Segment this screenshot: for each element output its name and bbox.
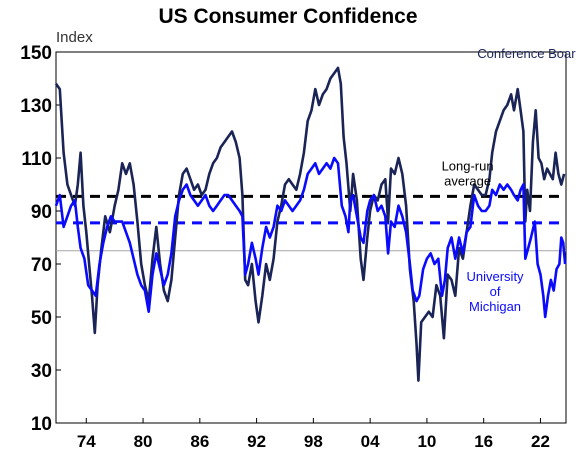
y-tick-label: 150: [20, 43, 52, 64]
chart-title: US Consumer Confidence: [158, 5, 417, 28]
annotation-line: average: [444, 173, 491, 188]
x-tick-label: 86: [190, 432, 209, 451]
plot-frame: [55, 51, 567, 424]
plot-area: 10 30 50 70 90 110 130 150 74 80 86 92 98 04 10 16 22 Con…: [20, 43, 576, 451]
annotation-line: University: [466, 269, 524, 284]
annotation-label: Conference Board: [477, 46, 576, 61]
annotation-label: University of Michigan: [466, 269, 524, 314]
x-tick-label: 10: [417, 432, 436, 451]
annotation-line: Long-run: [442, 158, 494, 173]
series-line-university-of-michigan: [54, 156, 567, 319]
y-axis-unit-label: Index: [56, 29, 93, 46]
x-tick-label: 16: [474, 432, 493, 451]
y-tick-label: 90: [31, 202, 52, 223]
annotation-line: Conference Board: [477, 46, 576, 61]
annotation-line: of: [490, 284, 501, 299]
y-tick-label: 70: [31, 255, 52, 276]
x-tick-label: 04: [361, 432, 380, 451]
y-tick-label: 50: [31, 308, 52, 329]
x-tick-label: 92: [247, 432, 266, 451]
annotation-label: Long-run average: [442, 158, 494, 188]
y-tick-label: 10: [31, 414, 52, 435]
x-tick-label: 22: [531, 432, 550, 451]
y-tick-label: 130: [20, 96, 52, 117]
x-tick-label: 98: [304, 432, 323, 451]
y-tick-label: 110: [21, 149, 52, 170]
x-tick-label: 80: [134, 432, 153, 451]
series-line-conference-board: [54, 66, 566, 382]
annotation-line: Michigan: [469, 299, 521, 314]
y-tick-label: 30: [31, 361, 52, 382]
x-tick-label: 74: [77, 432, 96, 451]
